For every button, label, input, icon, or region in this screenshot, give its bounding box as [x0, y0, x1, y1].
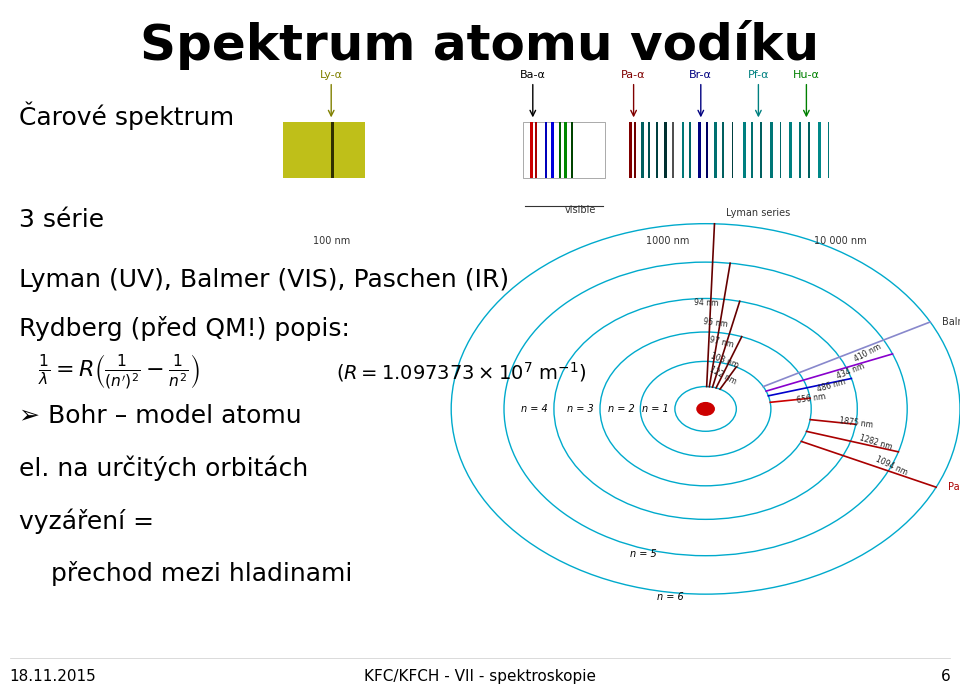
Text: KFC/KFCH - VII - spektroskopie: KFC/KFCH - VII - spektroskopie [364, 669, 596, 684]
Text: n = 2: n = 2 [608, 404, 635, 414]
Bar [743, 122, 746, 178]
Text: n = 5: n = 5 [630, 549, 657, 559]
Text: n = 4: n = 4 [521, 404, 548, 414]
Bar [331, 122, 334, 178]
Bar [689, 122, 691, 178]
Text: 1282 nm: 1282 nm [858, 434, 893, 452]
Text: 3 série: 3 série [19, 208, 105, 232]
Text: 94 nm: 94 nm [693, 298, 718, 308]
Text: 10 000 nm: 10 000 nm [814, 236, 866, 246]
Bar [714, 122, 717, 178]
Text: 486 nm: 486 nm [816, 377, 846, 394]
Text: 410 nm: 410 nm [852, 342, 882, 363]
Text: Lyman series: Lyman series [726, 208, 790, 218]
Bar [551, 122, 554, 178]
Text: Spektrum atomu vodíku: Spektrum atomu vodíku [140, 20, 820, 71]
Bar [732, 122, 733, 178]
Text: visible: visible [565, 205, 596, 215]
Bar [760, 122, 762, 178]
Bar [283, 122, 365, 178]
Bar [571, 122, 573, 178]
Text: 1875 nm: 1875 nm [839, 417, 874, 430]
Bar [780, 122, 781, 178]
Text: Lyman (UV), Balmer (VIS), Paschen (IR): Lyman (UV), Balmer (VIS), Paschen (IR) [19, 268, 510, 291]
Bar [523, 122, 605, 178]
Bar [634, 122, 636, 178]
Text: Paschen series: Paschen series [948, 482, 960, 492]
Text: 18.11.2015: 18.11.2015 [10, 669, 96, 684]
Text: 434 nm: 434 nm [835, 361, 866, 381]
Text: Pf-α: Pf-α [748, 71, 769, 80]
Bar [682, 122, 684, 178]
Bar [722, 122, 724, 178]
Bar [698, 122, 701, 178]
Text: Hu-α: Hu-α [793, 71, 820, 80]
Bar [799, 122, 801, 178]
Text: 97 nm: 97 nm [708, 335, 734, 350]
Text: 103 nm: 103 nm [708, 351, 739, 369]
Bar [770, 122, 773, 178]
Text: přechod mezi hladinami: přechod mezi hladinami [19, 561, 352, 586]
Text: ➢ Bohr – model atomu: ➢ Bohr – model atomu [19, 404, 301, 428]
Text: $\frac{1}{\lambda} = R\left(\frac{1}{(n^\prime)^2} - \frac{1}{n^2}\right)$: $\frac{1}{\lambda} = R\left(\frac{1}{(n^… [38, 352, 200, 391]
Bar [629, 122, 632, 178]
Bar [530, 122, 533, 178]
Text: n = 1: n = 1 [642, 404, 669, 414]
Text: Balmer series: Balmer series [942, 317, 960, 327]
Text: 100 nm: 100 nm [313, 236, 349, 246]
Text: Pa-α: Pa-α [621, 71, 646, 80]
Text: Rydberg (před QM!) popis:: Rydberg (před QM!) popis: [19, 316, 350, 341]
Text: 1000 nm: 1000 nm [645, 236, 689, 246]
Text: vyzáření =: vyzáření = [19, 508, 155, 533]
Text: $(R = 1.097373 \times 10^7\ \mathrm{m}^{-1})$: $(R = 1.097373 \times 10^7\ \mathrm{m}^{… [336, 360, 587, 384]
Text: 6: 6 [941, 669, 950, 684]
Text: Ly-α: Ly-α [320, 71, 343, 80]
Bar [672, 122, 674, 178]
Text: 122 nm: 122 nm [708, 365, 738, 387]
Bar [564, 122, 567, 178]
Bar [808, 122, 810, 178]
Bar [535, 122, 537, 178]
Bar [648, 122, 650, 178]
Text: el. na určitých orbitách: el. na určitých orbitách [19, 456, 308, 481]
Text: 1094 nm: 1094 nm [875, 454, 909, 477]
Text: n = 3: n = 3 [567, 404, 594, 414]
Circle shape [697, 403, 714, 415]
Bar [818, 122, 821, 178]
Bar [664, 122, 667, 178]
Bar [559, 122, 561, 178]
Bar [545, 122, 547, 178]
Text: 656 nm: 656 nm [796, 392, 827, 405]
Text: Ba-α: Ba-α [520, 71, 545, 80]
Text: n = 6: n = 6 [657, 592, 684, 603]
Text: Čarové spektrum: Čarové spektrum [19, 101, 234, 129]
Bar [828, 122, 829, 178]
Bar [706, 122, 708, 178]
Bar [751, 122, 753, 178]
Text: Br-α: Br-α [689, 71, 712, 80]
Text: 95 nm: 95 nm [703, 317, 728, 329]
Bar [789, 122, 792, 178]
Bar [656, 122, 658, 178]
Bar [641, 122, 644, 178]
